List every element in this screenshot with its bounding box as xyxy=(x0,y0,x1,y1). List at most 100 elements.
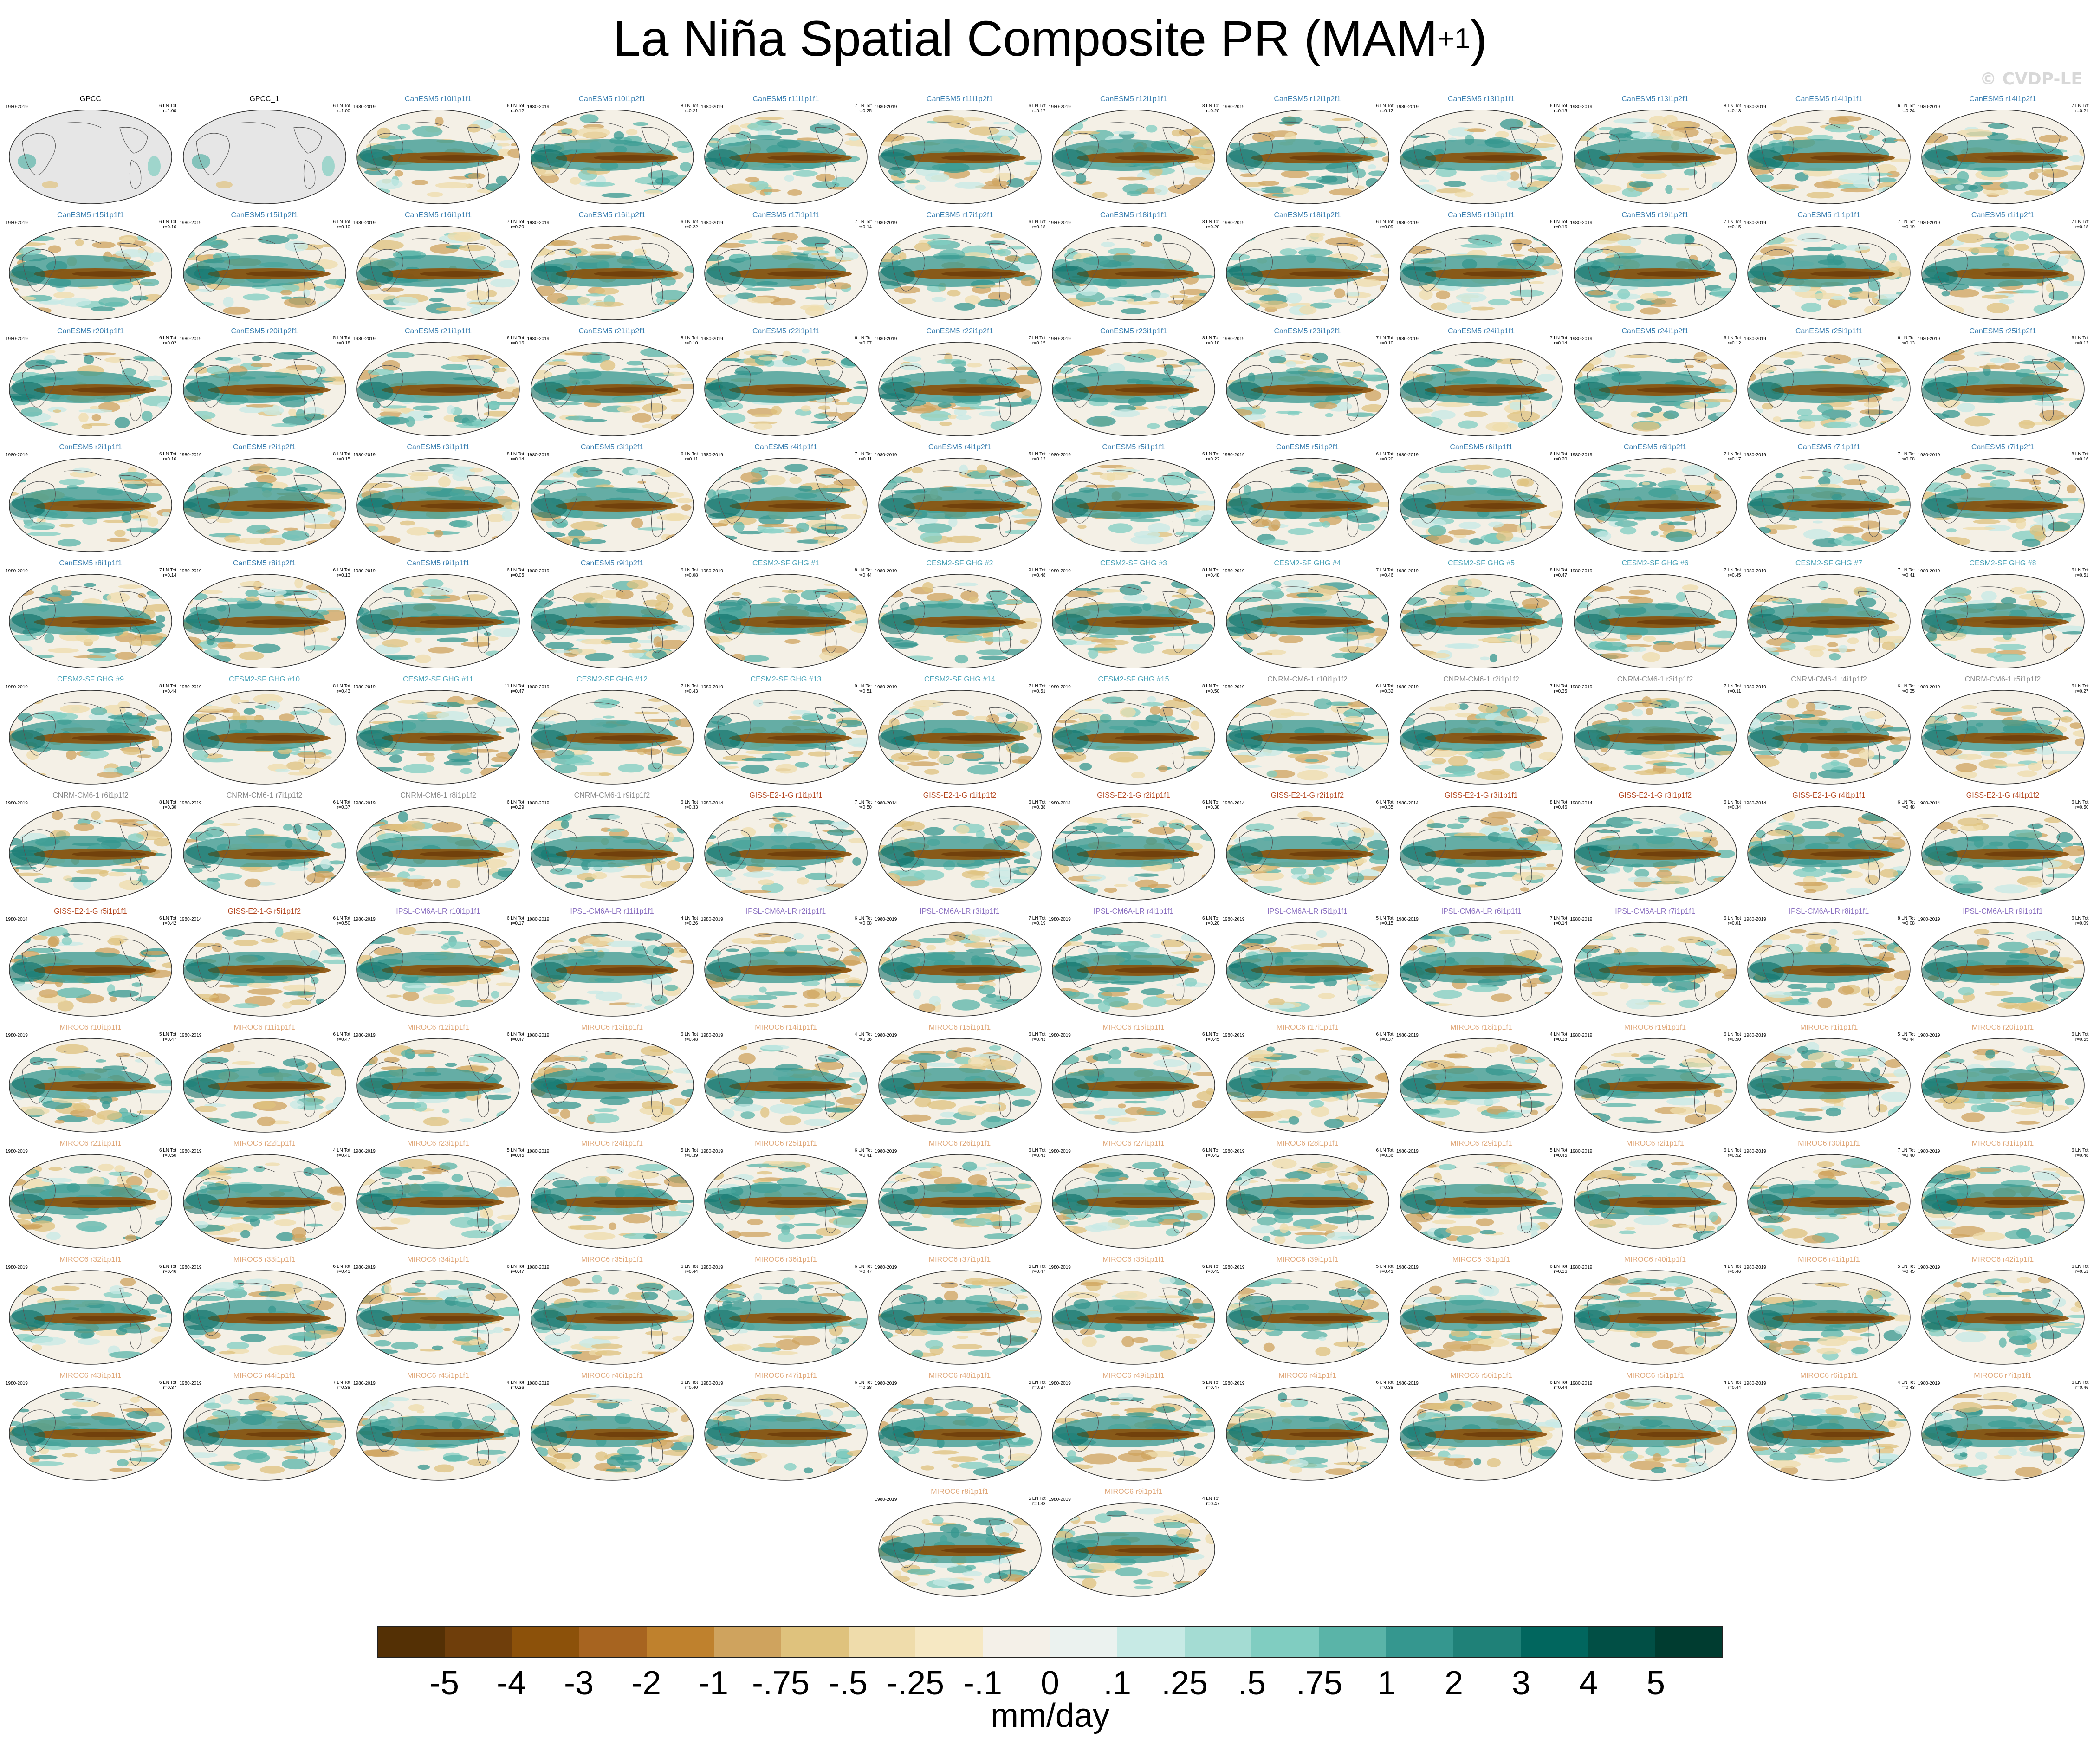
panel-title: IPSL-CM6A-LR r7i1p1f1 xyxy=(1615,908,1695,915)
map-panel: MIROC6 r50i1p1f1 1980-2019 6 LN Tot r=0.44 xyxy=(1394,1372,1568,1488)
panel-title: CanESM5 r25i1p2f1 xyxy=(1969,327,2036,335)
panel-title: GISS-E2-1-G r2i1p1f1 xyxy=(1097,791,1170,799)
panel-event-count: 7 LN Tot r=0.14 xyxy=(1549,916,1567,926)
map-panel: CanESM5 r11i1p2f1 1980-2019 6 LN Tot r=0.1… xyxy=(873,95,1047,211)
panel-period: 1980-2014 xyxy=(875,801,897,806)
panel-event-count: 8 LN Tot r=0.21 xyxy=(681,104,698,114)
map-panel: CNRM-CM6-1 r2i1p1f2 1980-2019 7 LN Tot r=0… xyxy=(1394,675,1568,791)
panel-event-count: 8 LN Tot r=0.13 xyxy=(1724,104,1741,114)
panel-title: CanESM5 r11i1p2f1 xyxy=(927,95,993,103)
panel-event-count: 8 LN Tot r=0.47 xyxy=(1549,568,1567,578)
precip-anomaly-map xyxy=(704,922,868,1017)
panel-period: 1980-2019 xyxy=(353,801,376,806)
panel-event-count: 7 LN Tot r=0.43 xyxy=(681,684,698,694)
precip-anomaly-map xyxy=(1921,110,2085,204)
panel-title: CanESM5 r13i1p2f1 xyxy=(1621,95,1689,103)
panel-title: IPSL-CM6A-LR r9i1p1f1 xyxy=(1963,908,2043,915)
precip-anomaly-map xyxy=(182,226,346,320)
precip-anomaly-map xyxy=(182,1038,346,1133)
panel-title: CanESM5 r6i1p2f1 xyxy=(1623,443,1687,451)
panel-event-count: 6 LN Tot r=0.05 xyxy=(506,568,524,578)
map-panel: CanESM5 r2i1p2f1 1980-2019 8 LN Tot r=0.15 xyxy=(178,443,351,559)
panel-event-count: 7 LN Tot r=0.11 xyxy=(854,452,872,462)
panel-title: CanESM5 r19i1p1f1 xyxy=(1447,211,1515,219)
panel-title: CESM2-SF GHG #14 xyxy=(924,675,995,683)
panel-period: 1980-2019 xyxy=(875,917,897,922)
panel-event-count: 4 LN Tot r=0.36 xyxy=(854,1032,872,1042)
precip-anomaly-map xyxy=(878,806,1042,901)
colorbar-tick-label: 4 xyxy=(1579,1665,1598,1702)
panel-title: CanESM5 r12i1p2f1 xyxy=(1274,95,1341,103)
panel-period: 1980-2019 xyxy=(701,1265,723,1270)
panel-period: 1980-2019 xyxy=(353,685,376,690)
colorbar-tick-label: .75 xyxy=(1296,1665,1343,1702)
colorbar-tick-label: -4 xyxy=(496,1665,527,1702)
precip-anomaly-map xyxy=(1573,806,1737,901)
panel-event-count: 6 LN Tot r=0.40 xyxy=(681,1380,698,1390)
colorbar-swatch xyxy=(1319,1627,1386,1657)
panel-event-count: 6 LN Tot r=0.16 xyxy=(1549,220,1567,230)
panel-event-count: 6 LN Tot r=0.43 xyxy=(1202,1264,1219,1274)
precip-anomaly-map xyxy=(1400,922,1563,1017)
panel-period: 1980-2019 xyxy=(875,453,897,458)
panel-event-count: 7 LN Tot r=0.11 xyxy=(1724,684,1741,694)
colorbar-swatch xyxy=(1050,1627,1117,1657)
panel-period: 1980-2019 xyxy=(1744,1381,1766,1386)
panel-period: 1980-2019 xyxy=(701,1033,723,1038)
precip-anomaly-map xyxy=(9,1270,172,1365)
panel-event-count: 6 LN Tot r=0.33 xyxy=(681,800,698,810)
map-panel: IPSL-CM6A-LR r10i1p1f1 1980-2019 6 LN Tot … xyxy=(351,908,525,1024)
map-panel: MIROC6 r24i1p1f1 1980-2019 5 LN Tot r=0.39 xyxy=(525,1140,699,1256)
panel-title: MIROC6 r47i1p1f1 xyxy=(755,1372,817,1380)
colorbar-units: mm/day xyxy=(990,1697,1110,1734)
panel-event-count: 6 LN Tot r=0.29 xyxy=(506,800,524,810)
colorbar-swatch xyxy=(647,1627,714,1657)
panel-event-count: 6 LN Tot r=0.37 xyxy=(333,800,350,810)
panel-event-count: 7 LN Tot r=0.25 xyxy=(854,104,872,114)
colorbar-tick-label: .5 xyxy=(1238,1665,1266,1702)
panel-period: 1980-2019 xyxy=(1744,220,1766,226)
panel-event-count: 6 LN Tot r=0.41 xyxy=(854,1148,872,1158)
map-panel: MIROC6 r40i1p1f1 1980-2019 4 LN Tot r=0.46 xyxy=(1569,1256,1742,1372)
panel-title: MIROC6 r43i1p1f1 xyxy=(59,1372,122,1380)
panel-period: 1980-2019 xyxy=(1049,1149,1071,1154)
precip-anomaly-map xyxy=(1573,1270,1737,1365)
precip-anomaly-map xyxy=(704,110,868,204)
panel-event-count: 8 LN Tot r=0.48 xyxy=(1202,568,1219,578)
panel-period: 1980-2019 xyxy=(701,685,723,690)
colorbar-tick-label: 1 xyxy=(1377,1665,1396,1702)
panel-title: CESM2-SF GHG #1 xyxy=(752,559,820,567)
map-panel: CESM2-SF GHG #4 1980-2019 7 LN Tot r=0.46 xyxy=(1221,559,1394,675)
panel-period: 1980-2019 xyxy=(875,1497,897,1502)
panel-event-count: 5 LN Tot r=0.37 xyxy=(1028,1380,1046,1390)
colorbar-tick-label: .25 xyxy=(1161,1665,1208,1702)
panel-period: 1980-2019 xyxy=(875,1265,897,1270)
map-panel: IPSL-CM6A-LR r11i1p1f1 1980-2019 4 LN Tot … xyxy=(525,908,699,1024)
panel-title: CanESM5 r7i1p2f1 xyxy=(1971,443,2035,451)
map-panel: CanESM5 r19i1p2f1 1980-2019 7 LN Tot r=0.1… xyxy=(1569,211,1742,327)
panel-title: CESM2-SF GHG #13 xyxy=(750,675,822,683)
panel-event-count: 4 LN Tot r=0.26 xyxy=(681,916,698,926)
panel-title: MIROC6 r34i1p1f1 xyxy=(407,1256,469,1264)
precip-anomaly-map xyxy=(356,806,520,901)
panel-event-count: 5 LN Tot r=0.47 xyxy=(159,1032,176,1042)
precip-anomaly-map xyxy=(182,1154,346,1249)
panel-title: CanESM5 r7i1p1f1 xyxy=(1797,443,1860,451)
map-panel: CESM2-SF GHG #15 1980-2019 8 LN Tot r=0.50 xyxy=(1047,675,1220,791)
colorbar-tick-label: -.75 xyxy=(752,1665,810,1702)
panel-title: CNRM-CM6-1 r5i1p1f2 xyxy=(1964,675,2041,683)
map-panel: CanESM5 r23i1p1f1 1980-2019 8 LN Tot r=0.1… xyxy=(1047,327,1220,443)
panel-period: 1980-2019 xyxy=(1396,685,1419,690)
map-panel: CanESM5 r24i1p1f1 1980-2019 7 LN Tot r=0.1… xyxy=(1394,327,1568,443)
panel-period: 1980-2019 xyxy=(701,917,723,922)
precip-anomaly-map xyxy=(182,110,346,204)
panel-event-count: 6 LN Tot r=0.38 xyxy=(854,1380,872,1390)
panel-event-count: 6 LN Tot r=0.50 xyxy=(159,1148,176,1158)
map-panel: MIROC6 r38i1p1f1 1980-2019 6 LN Tot r=0.43 xyxy=(1047,1256,1220,1372)
colorbar-swatch xyxy=(1520,1627,1588,1657)
precip-anomaly-map xyxy=(704,1038,868,1133)
map-panel: MIROC6 r5i1p1f1 1980-2019 4 LN Tot r=0.44 xyxy=(1569,1372,1742,1488)
panel-title: GISS-E2-1-G r5i1p1f2 xyxy=(227,908,301,915)
map-panel: IPSL-CM6A-LR r6i1p1f1 1980-2019 7 LN Tot r… xyxy=(1394,908,1568,1024)
panel-event-count: 7 LN Tot r=0.15 xyxy=(1724,220,1741,230)
